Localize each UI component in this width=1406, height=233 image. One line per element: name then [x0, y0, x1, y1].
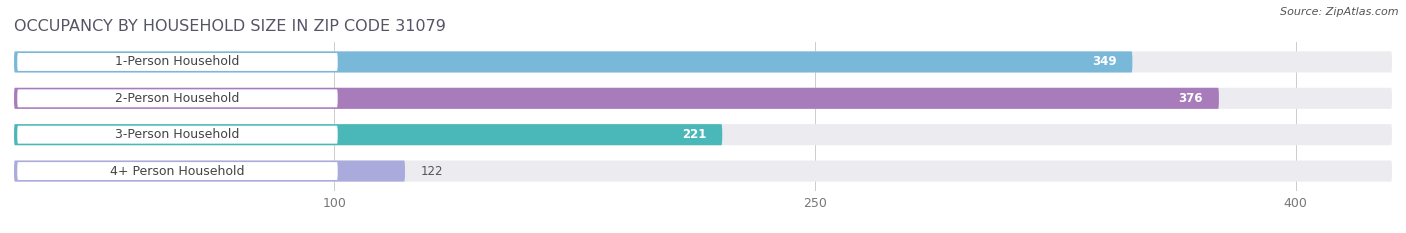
Text: 221: 221: [682, 128, 706, 141]
Text: OCCUPANCY BY HOUSEHOLD SIZE IN ZIP CODE 31079: OCCUPANCY BY HOUSEHOLD SIZE IN ZIP CODE …: [14, 19, 446, 34]
FancyBboxPatch shape: [17, 53, 337, 71]
FancyBboxPatch shape: [14, 124, 1392, 145]
Text: 349: 349: [1091, 55, 1116, 69]
Text: 4+ Person Household: 4+ Person Household: [110, 164, 245, 178]
FancyBboxPatch shape: [17, 126, 337, 144]
Text: 2-Person Household: 2-Person Household: [115, 92, 239, 105]
FancyBboxPatch shape: [14, 161, 405, 182]
FancyBboxPatch shape: [14, 161, 1392, 182]
FancyBboxPatch shape: [14, 88, 1392, 109]
FancyBboxPatch shape: [14, 51, 1132, 72]
Text: 122: 122: [420, 164, 443, 178]
Text: 376: 376: [1178, 92, 1204, 105]
FancyBboxPatch shape: [17, 162, 337, 180]
Text: Source: ZipAtlas.com: Source: ZipAtlas.com: [1281, 7, 1399, 17]
Text: 1-Person Household: 1-Person Household: [115, 55, 239, 69]
FancyBboxPatch shape: [14, 88, 1219, 109]
Text: 3-Person Household: 3-Person Household: [115, 128, 239, 141]
FancyBboxPatch shape: [14, 124, 723, 145]
FancyBboxPatch shape: [14, 51, 1392, 72]
FancyBboxPatch shape: [17, 89, 337, 107]
